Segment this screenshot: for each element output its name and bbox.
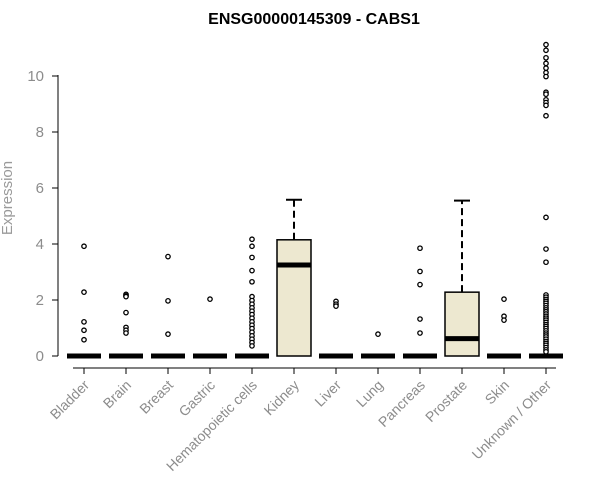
outlier-point [165, 297, 171, 304]
outlier-point [249, 278, 255, 285]
box-breast [151, 253, 185, 359]
outlier-point [207, 296, 213, 303]
outlier-point [249, 343, 255, 349]
x-tick-label: Kidney [261, 377, 303, 419]
x-tick-label: Breast [136, 377, 176, 417]
box-brain [109, 291, 143, 359]
y-tick-label: 8 [36, 124, 44, 141]
y-axis-ticks: 0 2 4 6 8 10 [27, 68, 58, 365]
x-tick-label: Skin [482, 377, 513, 408]
outlier-point [417, 281, 423, 288]
y-tick-label: 6 [36, 180, 44, 197]
x-tick-label: Prostate [422, 377, 470, 425]
outlier-point [417, 330, 423, 336]
outlier-point [249, 236, 255, 243]
outlier-point [123, 309, 129, 316]
outlier-point [81, 336, 87, 343]
outlier-point [249, 243, 255, 250]
box-skin [487, 296, 521, 359]
interquartile-box [276, 239, 312, 357]
outlier-point [501, 317, 507, 324]
x-tick-label: Liver [311, 377, 344, 410]
box-lung [361, 331, 395, 359]
box-pancreas [403, 245, 437, 359]
y-tick-label: 2 [36, 292, 44, 309]
outlier-point [375, 331, 381, 338]
outlier-point [543, 259, 549, 266]
outlier-point [81, 243, 87, 250]
box-unknown-other [529, 41, 563, 359]
interquartile-box [444, 291, 480, 357]
box-series [67, 41, 563, 359]
outlier-point [123, 293, 129, 300]
outlier-point [417, 268, 423, 275]
x-tick-label: Unknown / Other [469, 377, 555, 463]
outlier-point [543, 47, 549, 54]
outlier-point [165, 253, 171, 260]
outlier-point [543, 91, 549, 98]
outlier-point [81, 327, 87, 334]
box-bladder [67, 243, 101, 359]
x-tick-label: Pancreas [375, 377, 428, 430]
chart-title: ENSG00000145309 - CABS1 [208, 11, 420, 28]
y-tick-label: 10 [27, 68, 44, 85]
outlier-point [543, 246, 549, 252]
outlier-point [501, 296, 507, 303]
outlier-point [543, 60, 549, 67]
outlier-point [417, 316, 423, 322]
outlier-point [123, 330, 129, 336]
outlier-point [81, 318, 87, 325]
outlier-point [543, 348, 549, 355]
outlier-point [249, 267, 255, 274]
outlier-point [165, 331, 171, 338]
outlier-point [417, 245, 423, 252]
x-tick-label: Lung [353, 377, 386, 410]
y-axis-label: Expression [0, 161, 16, 235]
box-gastric [193, 296, 227, 359]
x-tick-label: Bladder [47, 377, 93, 423]
outlier-point [543, 112, 549, 119]
outlier-point [249, 254, 255, 261]
outlier-point [543, 214, 549, 221]
outlier-point [543, 54, 549, 61]
outlier-point [543, 65, 549, 72]
outlier-point [543, 73, 549, 80]
box-prostate [444, 199, 480, 357]
box-kidney [276, 198, 312, 357]
outlier-point [333, 303, 339, 310]
y-tick-label: 4 [36, 236, 44, 253]
outlier-point [81, 289, 87, 296]
box-hematopoietic-cells [235, 236, 269, 359]
outlier-point [543, 41, 549, 48]
box-liver [319, 298, 353, 359]
x-tick-label: Brain [100, 377, 134, 411]
outlier-point [543, 102, 549, 109]
y-tick-label: 0 [36, 348, 44, 365]
